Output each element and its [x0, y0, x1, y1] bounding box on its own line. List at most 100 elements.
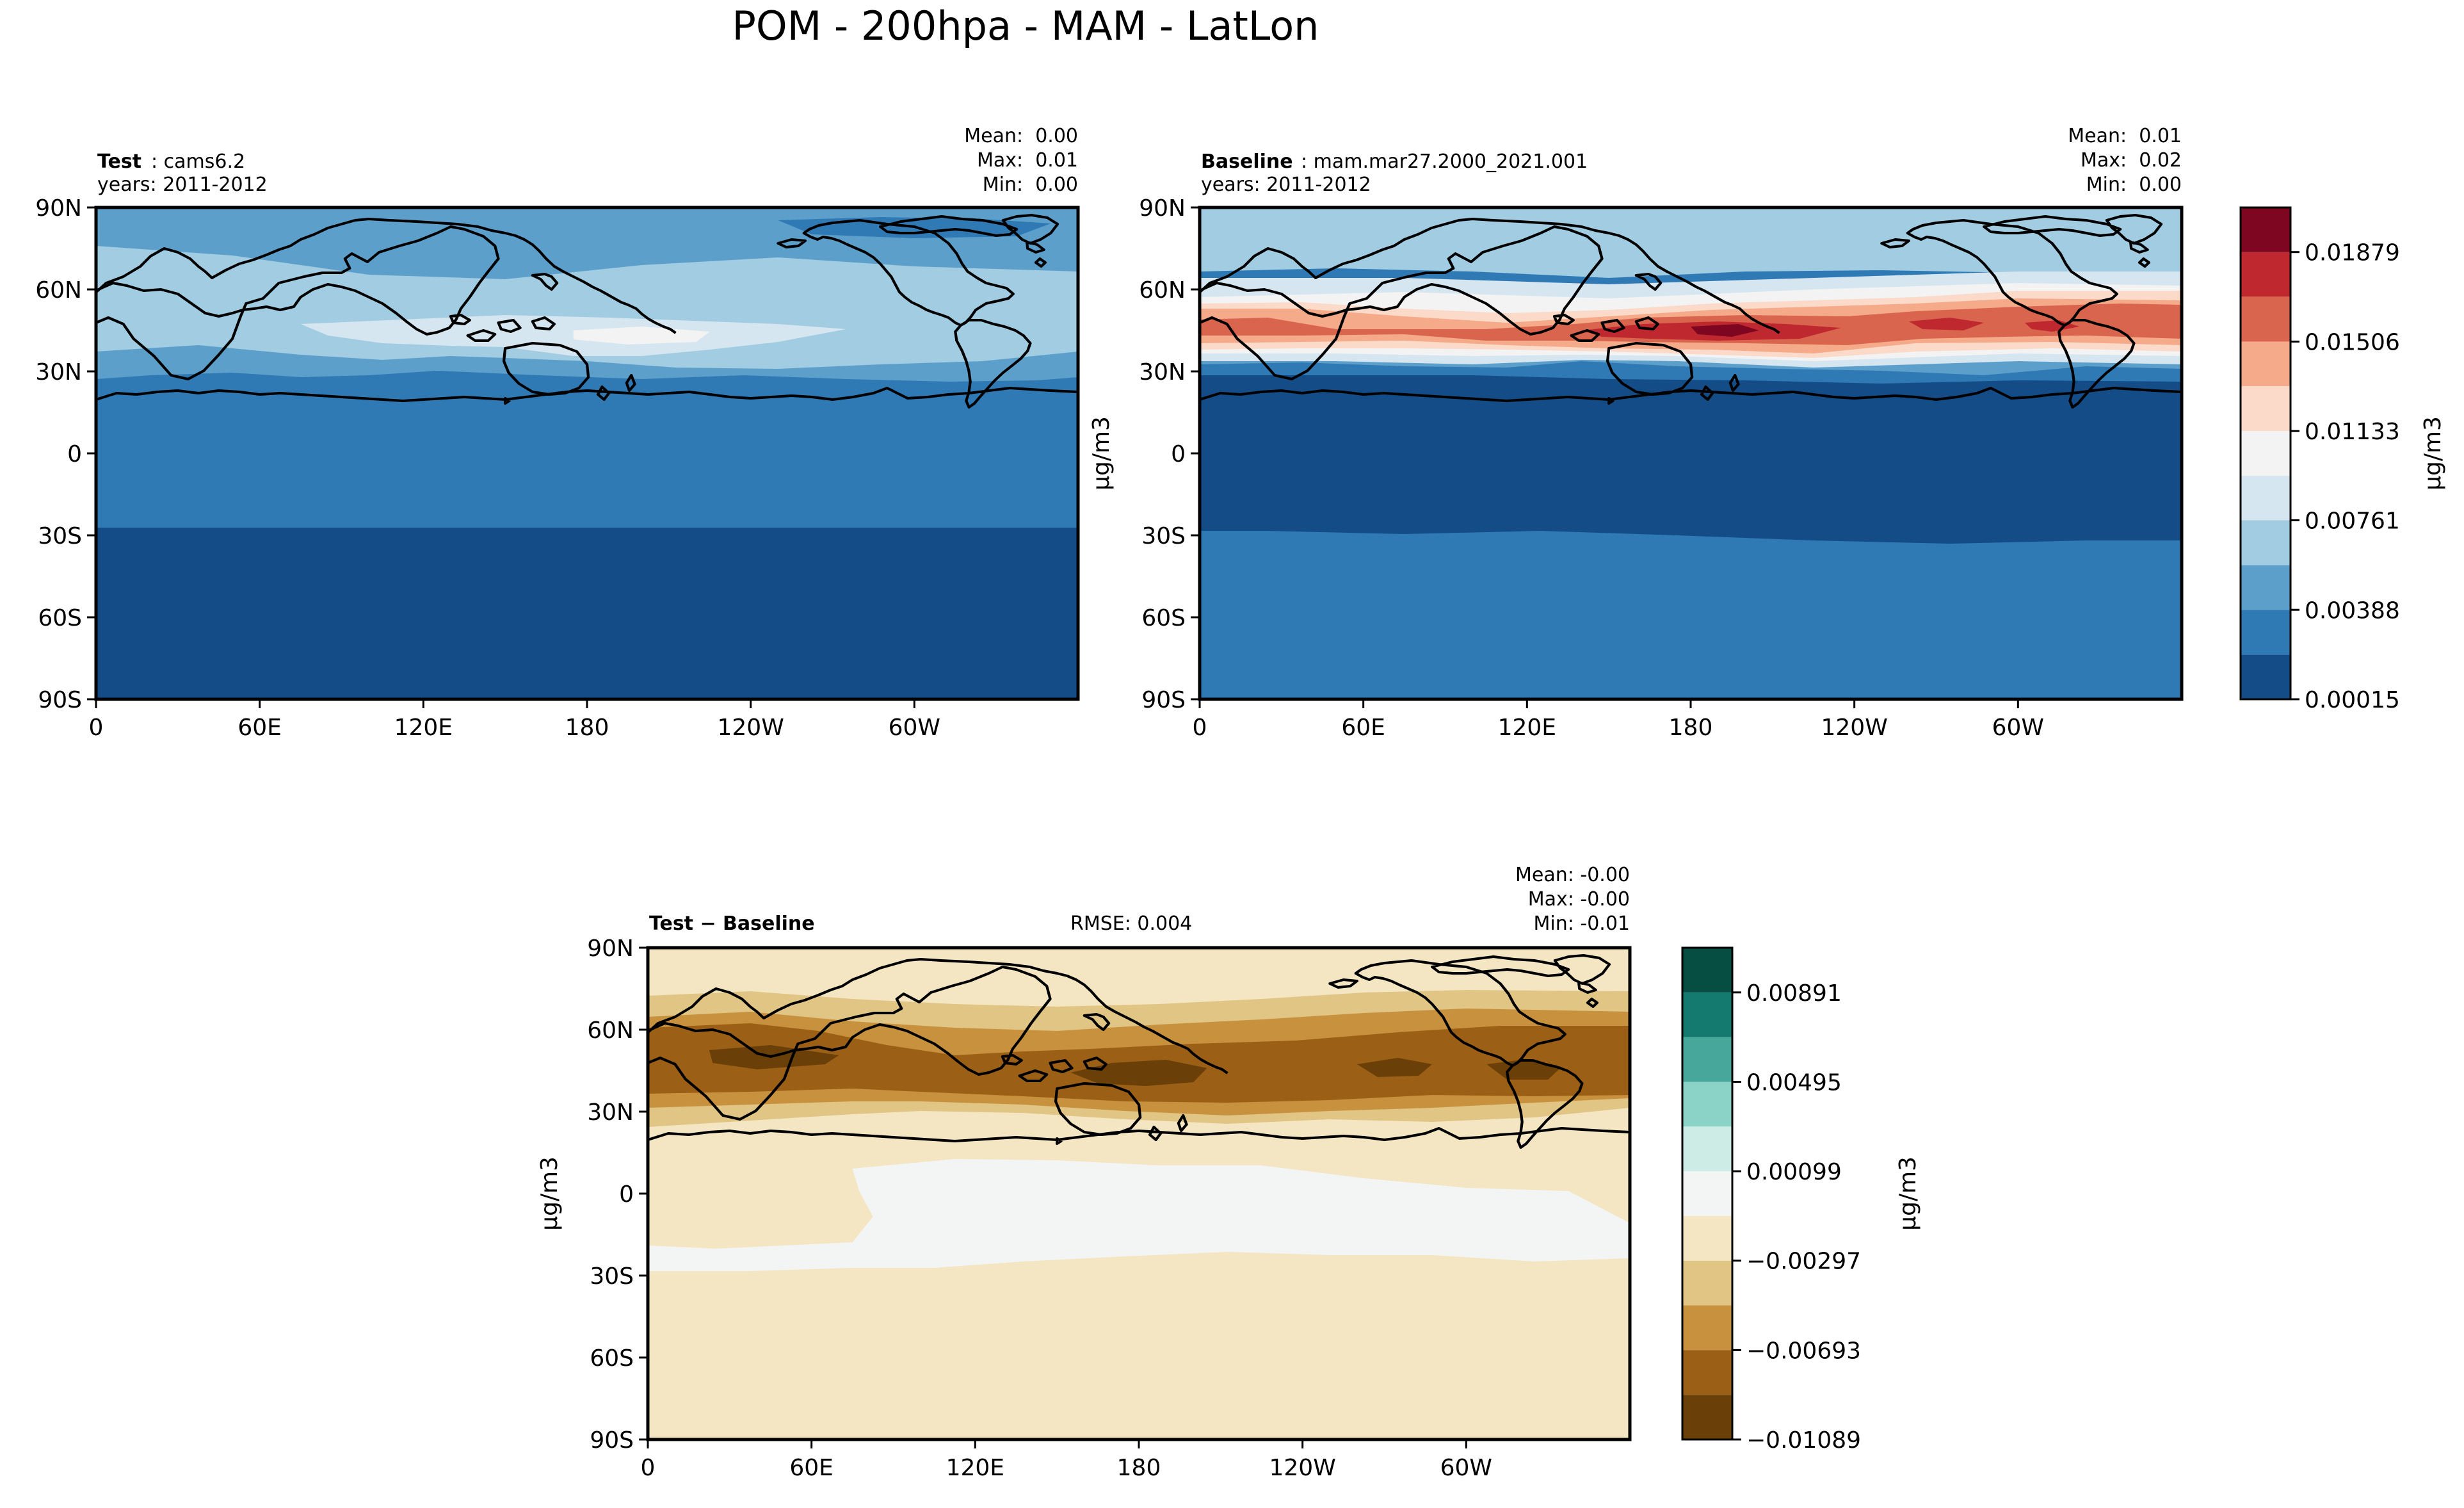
colorbar-baseline-segment: [2241, 475, 2291, 521]
difference-xtick-label: 120W: [1269, 1455, 1336, 1481]
colorbar-baseline-tick-label: 0.01506: [2305, 329, 2400, 355]
test-field: [96, 207, 1078, 699]
baseline-ytick-label: 90S: [1141, 687, 1186, 713]
colorbar-difference-tick-label: 0.00891: [1746, 980, 1842, 1007]
test-stat-mean: Mean: 0.00: [964, 125, 1078, 147]
test-ytick-label: 90S: [38, 687, 82, 713]
baseline-xtick-label: 180: [1669, 715, 1713, 741]
baseline-xtick-label: 120E: [1498, 715, 1556, 741]
colorbar-difference-tick-label: 0.00099: [1746, 1159, 1842, 1185]
panel-test: 0 60E 120E 180 120W 60W 90N 60N 30N 0 30S 60S 90S Te…: [35, 125, 1080, 741]
difference-rmse: RMSE: 0.004: [1070, 912, 1192, 935]
difference-xtick-label: 0: [641, 1455, 656, 1481]
colorbar-baseline-segment: [2241, 520, 2291, 565]
test-years: years: 2011-2012: [97, 174, 268, 196]
difference-stat-min: Min: -0.01: [1534, 912, 1631, 935]
difference-xtick-label: 60W: [1440, 1455, 1492, 1481]
colorbar-baseline-tick-label: 0.01879: [2305, 240, 2400, 266]
baseline-ticks: 0 60E 120E 180 120W 60W 90N 60N 30N 0 30S 60S 90S: [1139, 195, 2044, 741]
colorbar-difference-segment: [1682, 1126, 1732, 1172]
difference-ytick-label: 60N: [587, 1017, 634, 1044]
colorbar-difference-segment: [1682, 992, 1732, 1037]
colorbar-baseline-segment: [2241, 610, 2291, 655]
colorbar-baseline-segment: [2241, 207, 2291, 252]
colorbar-baseline-frame: [2239, 206, 2292, 701]
test-ytick-label: 90N: [35, 195, 82, 222]
colorbar-baseline-tick-label: 0.00015: [2305, 687, 2400, 713]
baseline-xtick-label: 120W: [1821, 715, 1888, 741]
test-label-rest: : cams6.2: [151, 150, 245, 173]
colorbar-baseline-segment: [2241, 386, 2291, 432]
baseline-ytick-label: 90N: [1139, 195, 1186, 222]
difference-ytick-label: 90S: [590, 1427, 634, 1454]
colorbar-baseline-label: μg/m3: [2420, 416, 2446, 491]
colorbar-baseline-segment: [2241, 296, 2291, 342]
baseline-ytick-label: 60N: [1139, 277, 1186, 304]
difference-stat-mean: Mean: -0.00: [1515, 864, 1630, 886]
colorbar-difference-tick-label: 0.00495: [1746, 1069, 1842, 1096]
colorbar-baseline-tick-label: 0.00388: [2305, 597, 2400, 624]
colorbar-difference-frame: [1681, 946, 1734, 1441]
baseline-label-bold: Baseline: [1201, 150, 1293, 173]
colorbar-baseline-tick-label: 0.01133: [2305, 419, 2400, 445]
colorbar-baseline-segment: [2241, 341, 2291, 387]
colorbar-baseline-segment: [2241, 431, 2291, 476]
test-ytick-label: 60N: [35, 277, 82, 304]
baseline-ytick-label: 30N: [1139, 359, 1186, 385]
colorbar-difference-segment: [1682, 1037, 1732, 1082]
colorbar-difference: 0.00891 0.00495 0.00099 −0.00297 −0.00693 −0.…: [1681, 946, 1921, 1454]
difference-ticks: 0 60E 120E 180 120W 60W 90N 60N 30N 0 30S 60S 90S: [587, 936, 1492, 1481]
test-xtick-label: 180: [565, 715, 609, 741]
baseline-label-rest: : mam.mar27.2000_2021.001: [1301, 150, 1588, 173]
colorbar-baseline-segment: [2241, 565, 2291, 610]
test-ytick-label: 30S: [38, 523, 82, 549]
test-xtick-label: 60W: [889, 715, 940, 741]
colorbar-baseline: 0.01879 0.01506 0.01133 0.00761 0.00388 0.000…: [2239, 206, 2446, 713]
baseline-ylabel: μg/m3: [1088, 416, 1115, 491]
colorbar-difference-segment: [1682, 1350, 1732, 1395]
colorbar-difference-segment: [1682, 1215, 1732, 1261]
baseline-ytick-label: 30S: [1141, 523, 1186, 549]
colorbar-baseline-tick-label: 0.00761: [2305, 508, 2400, 535]
baseline-xtick-label: 60E: [1341, 715, 1385, 741]
test-xtick-label: 0: [89, 715, 104, 741]
baseline-stat-max: Max: 0.02: [2081, 149, 2182, 172]
colorbar-difference-segment: [1682, 1171, 1732, 1216]
colorbar-difference-segment: [1682, 1082, 1732, 1127]
baseline-years: years: 2011-2012: [1201, 174, 1371, 196]
difference-xtick-label: 180: [1117, 1455, 1161, 1481]
colorbar-difference-tick-label: −0.00693: [1746, 1338, 1861, 1364]
baseline-stat-mean: Mean: 0.01: [2068, 125, 2182, 147]
difference-stat-max: Max: -0.00: [1528, 888, 1630, 911]
baseline-xtick-label: 0: [1193, 715, 1207, 741]
test-xtick-label: 120W: [718, 715, 784, 741]
difference-ylabel: μg/m3: [536, 1156, 563, 1231]
difference-xtick-label: 60E: [789, 1455, 833, 1481]
test-stat-min: Min: 0.00: [983, 174, 1078, 196]
test-xtick-label: 60E: [238, 715, 282, 741]
test-stat-max: Max: 0.01: [977, 149, 1078, 172]
difference-xtick-label: 120E: [946, 1455, 1004, 1481]
difference-ytick-label: 60S: [590, 1345, 634, 1372]
test-ytick-label: 30N: [35, 359, 82, 385]
difference-ytick-label: 90N: [587, 936, 634, 962]
baseline-ytick-label: 60S: [1141, 605, 1186, 631]
colorbar-difference-tick-label: −0.00297: [1746, 1249, 1861, 1275]
figure-title: POM - 200hpa - MAM - LatLon: [732, 3, 1319, 49]
colorbar-baseline-segment: [2241, 654, 2291, 699]
colorbar-difference-segment: [1682, 1305, 1732, 1350]
test-xtick-label: 120E: [394, 715, 453, 741]
difference-ytick-label: 30S: [590, 1263, 634, 1290]
colorbar-difference-segment: [1682, 948, 1732, 993]
difference-ytick-label: 0: [619, 1181, 634, 1208]
colorbar-baseline-segment: [2241, 252, 2291, 297]
test-ytick-label: 0: [67, 441, 82, 467]
test-label-bold: Test: [97, 150, 141, 173]
panel-baseline: 0 60E 120E 180 120W 60W 90N 60N 30N 0 30S 60S 90S μg…: [1088, 125, 2184, 741]
colorbar-difference-label: μg/m3: [1895, 1156, 1921, 1231]
colorbar-difference-tick-label: −0.01089: [1746, 1427, 1861, 1454]
baseline-stat-min: Min: 0.00: [2086, 174, 2182, 196]
baseline-xtick-label: 60W: [1992, 715, 2044, 741]
difference-ytick-label: 30N: [587, 1099, 634, 1126]
